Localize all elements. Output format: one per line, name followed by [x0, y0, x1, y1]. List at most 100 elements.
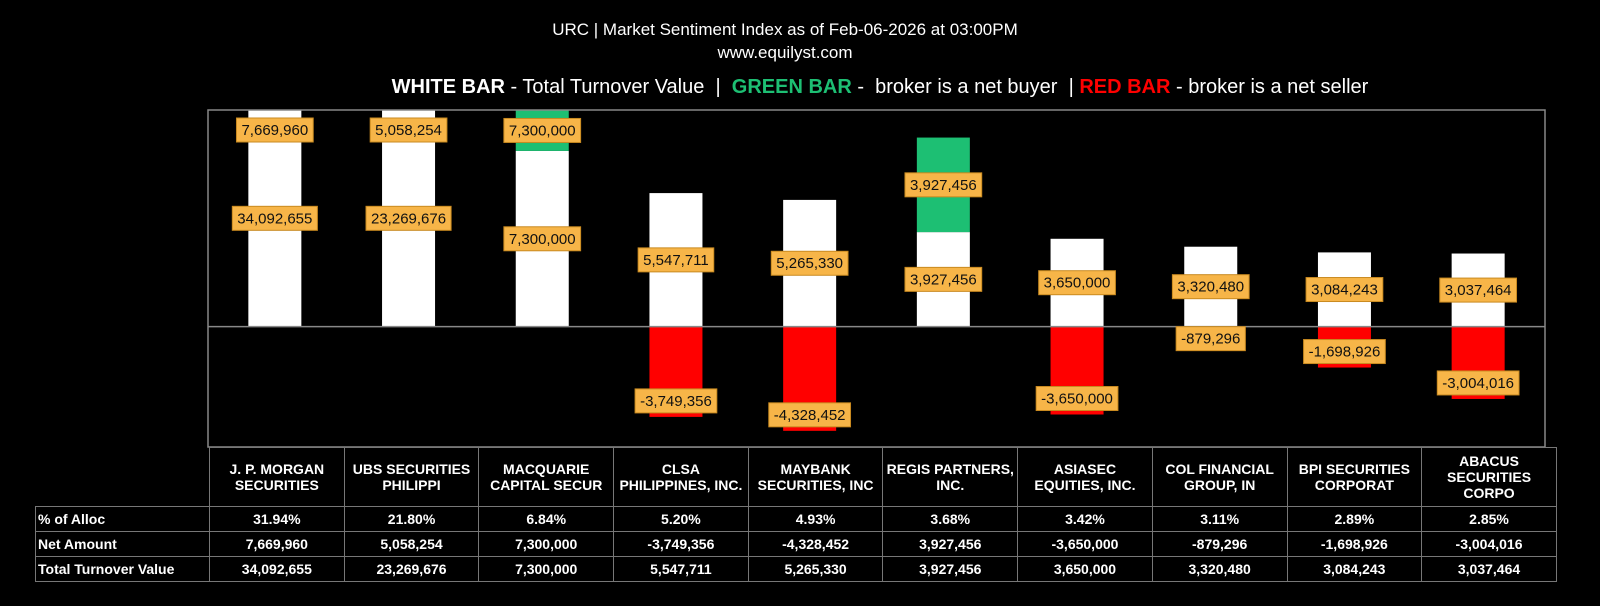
legend-item: - broker is a net buyer |	[851, 76, 1080, 98]
category-row: J. P. MORGAN SECURITIES UBS SECURITIES PH…	[35, 447, 1557, 507]
category-cell: MACQUARIE CAPITAL SECUR	[478, 447, 615, 507]
data-cell: 3.42%	[1017, 506, 1153, 532]
row-header: % of Alloc	[35, 506, 210, 532]
category-cell: ABACUS SECURITIES CORPO	[1421, 447, 1557, 507]
data-label-box	[634, 388, 718, 414]
data-cell: 7,669,960	[209, 531, 345, 557]
data-label-box	[231, 205, 318, 231]
data-label: 5,547,711	[643, 252, 709, 269]
corner-cell	[35, 447, 210, 507]
data-cell: -3,749,356	[613, 531, 749, 557]
data-cell: -3,004,016	[1421, 531, 1557, 557]
data-cell: 23,269,676	[343, 556, 480, 582]
data-label: 34,092,655	[237, 210, 312, 227]
data-label: 7,300,000	[509, 231, 576, 248]
data-cell: 3,037,464	[1421, 556, 1557, 582]
data-table: J. P. MORGAN SECURITIES UBS SECURITIES PH…	[35, 447, 1557, 582]
row-header: Total Turnover Value	[35, 556, 210, 582]
data-cell: 4.93%	[747, 506, 884, 532]
data-cell: -1,698,926	[1286, 531, 1423, 557]
data-label: 5,058,254	[375, 122, 442, 139]
category-cell: BPI SECURITIES CORPORAT	[1286, 447, 1423, 507]
data-cell: 3.11%	[1151, 506, 1288, 532]
data-label-box	[904, 266, 983, 292]
chart-subtitle: www.equilyst.com	[717, 43, 853, 62]
legend-item: RED BAR	[1079, 76, 1171, 98]
data-cell: 3,320,480	[1151, 556, 1288, 582]
legend-item: - broker is a net seller	[1170, 76, 1369, 98]
data-label-box	[503, 117, 582, 143]
category-cell: J. P. MORGAN SECURITIES	[209, 447, 345, 507]
data-label: -879,296	[1181, 331, 1240, 348]
data-label: -1,698,926	[1309, 344, 1381, 361]
data-cell: 6.84%	[478, 506, 615, 532]
data-cell: 2.89%	[1286, 506, 1423, 532]
data-label: 3,084,243	[1311, 281, 1378, 298]
row-header: Net Amount	[35, 531, 210, 557]
data-label: 23,269,676	[371, 210, 446, 227]
data-label-box	[1436, 370, 1520, 396]
data-label: 3,927,456	[910, 271, 977, 288]
data-label-box	[637, 247, 715, 273]
category-cell: ASIASEC EQUITIES, INC.	[1017, 447, 1153, 507]
data-label-box	[1305, 277, 1384, 303]
data-cell: 7,300,000	[478, 531, 615, 557]
category-cell: REGIS PARTNERS, INC.	[882, 447, 1019, 507]
data-label: 3,320,480	[1177, 279, 1244, 296]
data-cell: 5,547,711	[613, 556, 749, 582]
data-label: 7,669,960	[241, 122, 308, 139]
data-cell: 5.20%	[613, 506, 749, 532]
data-cell: 2.85%	[1421, 506, 1557, 532]
data-cell: 31.94%	[209, 506, 345, 532]
total-bar	[382, 110, 436, 327]
data-cell: -3,650,000	[1017, 531, 1153, 557]
data-label-box	[235, 117, 314, 143]
legend: WHITE BAR - Total Turnover Value | GREEN…	[0, 76, 1600, 99]
data-cell: 5,265,330	[747, 556, 884, 582]
legend-item: GREEN BAR	[731, 76, 852, 98]
data-label: 3,650,000	[1044, 275, 1111, 292]
data-label: 5,265,330	[776, 255, 843, 272]
data-label-box	[369, 117, 448, 143]
data-cell: 21.80%	[343, 506, 480, 532]
data-label: 7,300,000	[509, 122, 576, 139]
category-cell: CLSA PHILIPPINES, INC.	[613, 447, 749, 507]
data-row: % of Alloc 31.94% 21.80% 6.84% 5.20% 4.93% 3.6…	[35, 506, 1557, 532]
data-cell: 7,300,000	[478, 556, 615, 582]
data-label-box	[365, 205, 452, 231]
category-cell: UBS SECURITIES PHILIPPI	[343, 447, 480, 507]
data-cell: 3.68%	[882, 506, 1019, 532]
data-cell: 3,650,000	[1017, 556, 1153, 582]
data-label-box	[1171, 274, 1250, 300]
legend-item: - Total Turnover Value |	[505, 76, 732, 98]
data-label-box	[1303, 339, 1386, 365]
data-label-box	[904, 172, 983, 198]
data-label-box	[770, 250, 849, 276]
data-cell: 3,927,456	[882, 531, 1019, 557]
data-cell: 3,927,456	[882, 556, 1019, 582]
category-cell: COL FINANCIAL GROUP, IN	[1151, 447, 1288, 507]
data-label-box	[1035, 386, 1119, 412]
data-label: -3,004,016	[1442, 375, 1514, 392]
data-label: -3,650,000	[1041, 390, 1113, 407]
data-label-box	[1038, 270, 1116, 296]
data-row: Net Amount 7,669,960 5,058,254 7,300,000 -3,…	[35, 531, 1557, 557]
data-label-box	[1175, 326, 1246, 352]
data-label: 3,037,464	[1445, 282, 1512, 299]
legend-item: WHITE BAR	[391, 76, 505, 98]
data-cell: 5,058,254	[343, 531, 480, 557]
data-cell: -879,296	[1151, 531, 1288, 557]
data-label-box	[768, 402, 852, 428]
chart-title: URC | Market Sentiment Index as of Feb-0…	[552, 20, 1018, 39]
data-cell: 3,084,243	[1286, 556, 1423, 582]
category-cell: MAYBANK SECURITIES, INC	[747, 447, 884, 507]
data-row: Total Turnover Value 34,092,655 23,269,676…	[35, 556, 1557, 582]
total-bar	[248, 110, 302, 327]
data-label-box	[1439, 277, 1518, 303]
data-label: 3,927,456	[910, 177, 977, 194]
data-label: -3,749,356	[640, 393, 712, 410]
data-cell: -4,328,452	[747, 531, 884, 557]
data-cell: 34,092,655	[209, 556, 345, 582]
